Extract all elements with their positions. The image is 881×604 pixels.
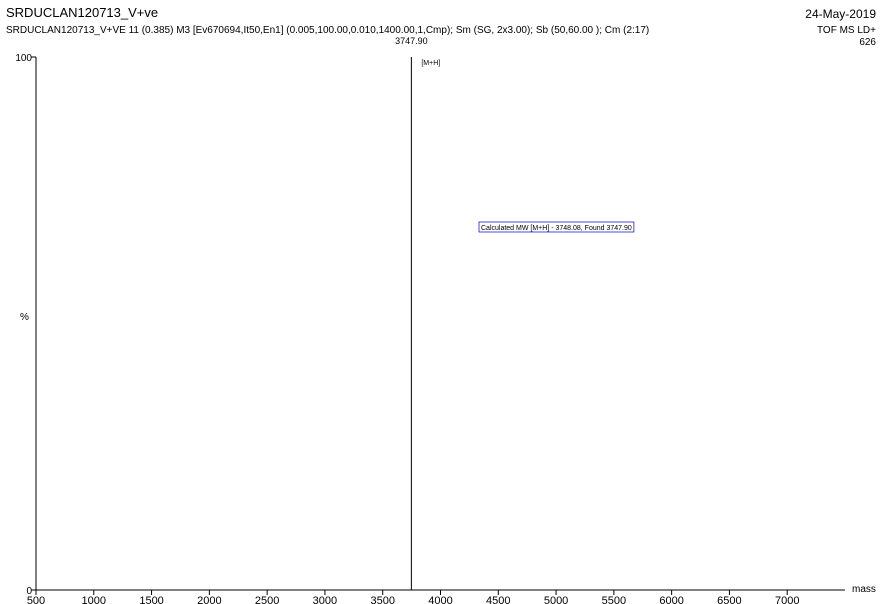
x-tick-label: 1500 (139, 595, 163, 604)
x-tick-label: 4000 (428, 595, 452, 604)
x-tick-label: 4500 (486, 595, 510, 604)
x-tick-label: 3500 (370, 595, 394, 604)
x-tick-label: 6500 (717, 595, 741, 604)
y-tick-label: 0 (26, 586, 32, 597)
date: 24-May-2019 (805, 7, 876, 21)
annotation-box (478, 221, 635, 233)
x-tick-label: 6000 (659, 595, 683, 604)
annotation: Calculated MW [M+H] - 3748.08, Found 374… (481, 225, 632, 232)
y-tick-label: 100 (15, 53, 32, 64)
x-tick-label: 5500 (602, 595, 626, 604)
peak-label: 3747.90 (395, 36, 428, 46)
title: SRDUCLAN120713_V+ve (6, 5, 158, 20)
y-axis-label: % (20, 312, 29, 323)
x-tick-label: 500 (27, 595, 45, 604)
x-tick-label: 2000 (197, 595, 221, 604)
intensity: 626 (859, 37, 876, 48)
x-tick-label: 1000 (82, 595, 106, 604)
x-tick-label: 7000 (775, 595, 799, 604)
instrument: TOF MS LD+ (817, 25, 876, 36)
peak-annotation: [M+H] (421, 60, 440, 67)
x-tick-label: 5000 (544, 595, 568, 604)
x-axis-label: mass (852, 584, 876, 595)
subtitle: SRDUCLAN120713_V+VE 11 (0.385) M3 [Ev670… (6, 25, 649, 36)
x-tick-label: 2500 (255, 595, 279, 604)
x-tick-label: 3000 (313, 595, 337, 604)
